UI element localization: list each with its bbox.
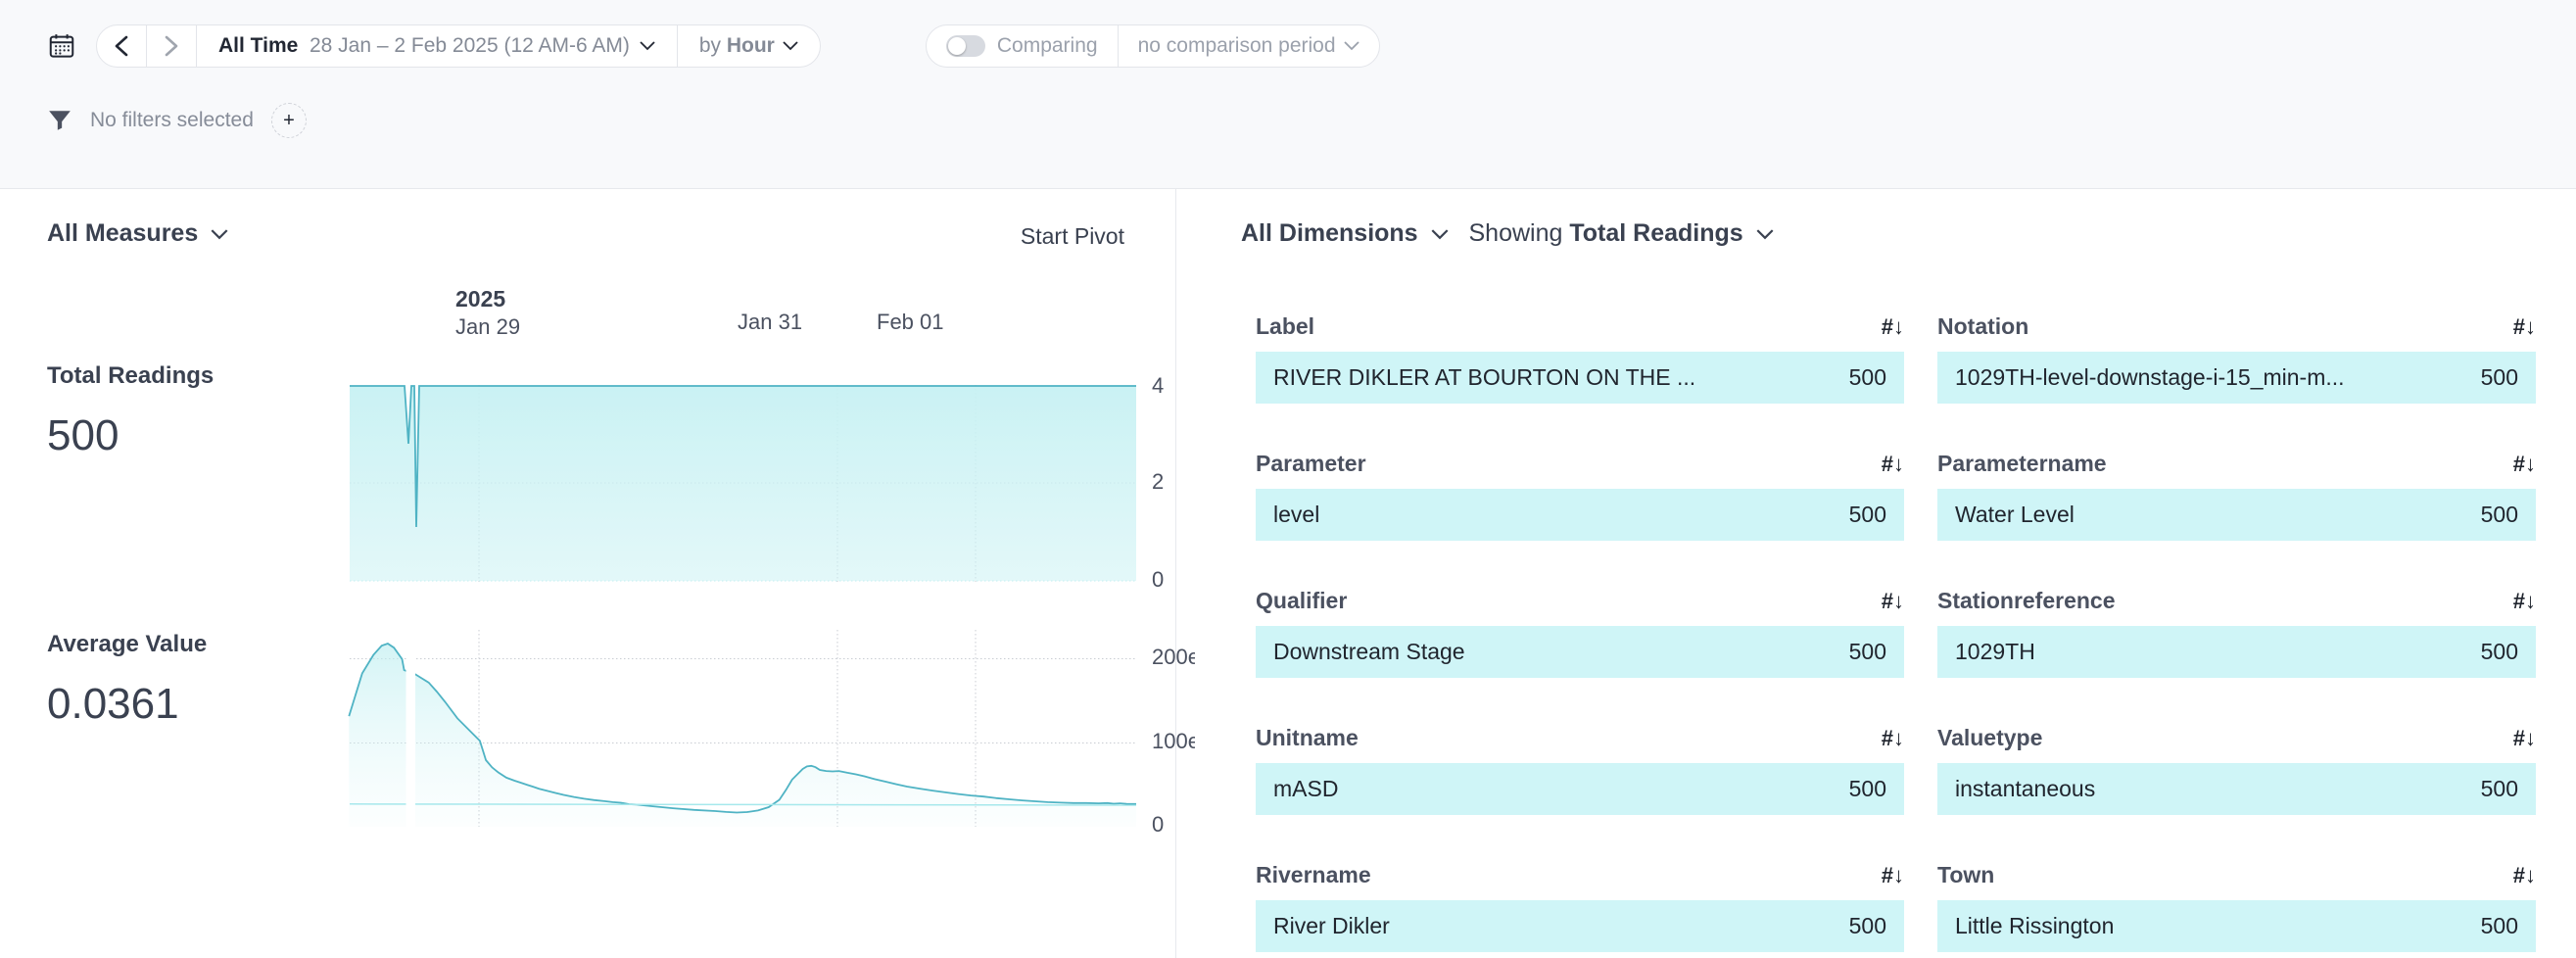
svg-text:4: 4 [1152,373,1164,398]
svg-text:0: 0 [1152,567,1164,592]
svg-text:2: 2 [1152,469,1164,494]
svg-text:0: 0 [1152,812,1164,837]
